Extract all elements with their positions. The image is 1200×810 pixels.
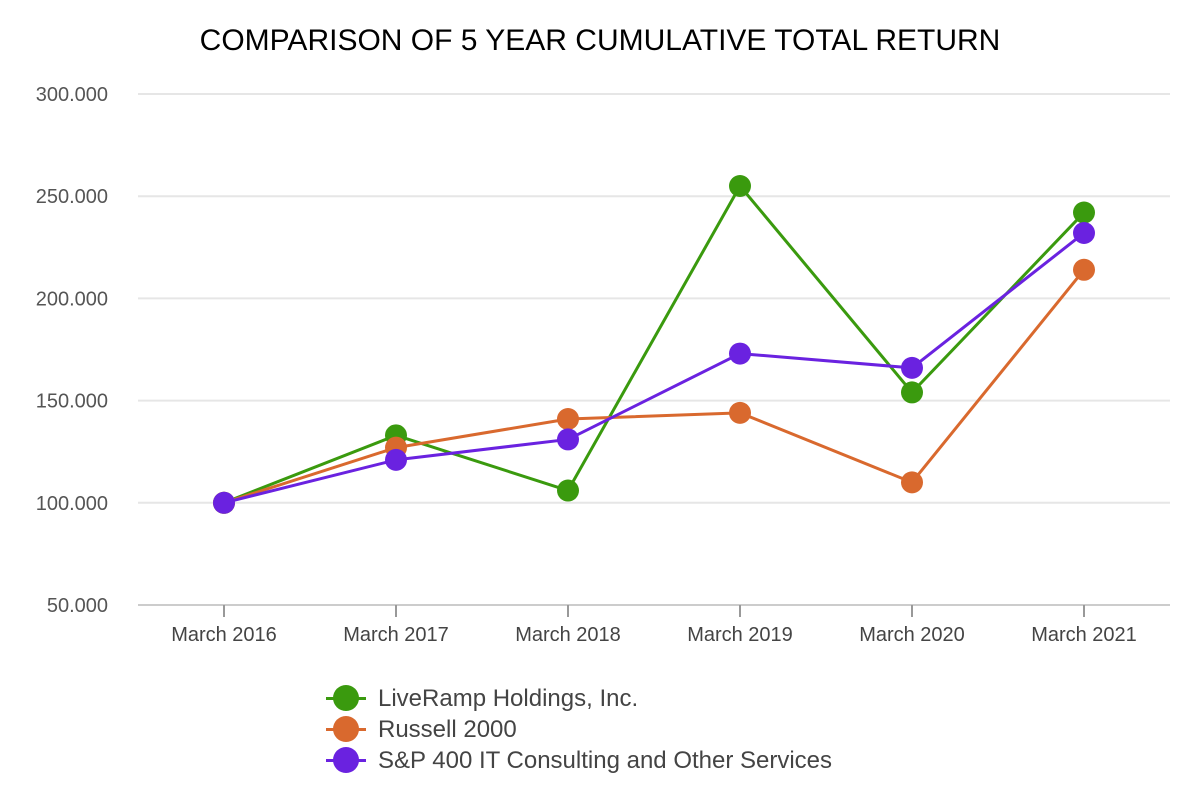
y-tick-label: 150.000	[36, 391, 108, 413]
x-tick-label: March 2018	[515, 624, 621, 646]
series-line	[223, 184, 1086, 505]
data-point	[557, 479, 579, 502]
y-tick-label: 100.000	[36, 493, 108, 515]
legend-swatch	[326, 714, 366, 745]
data-point	[901, 381, 923, 404]
data-point	[729, 174, 751, 197]
chart-title: COMPARISON OF 5 YEAR CUMULATIVE TOTAL RE…	[199, 24, 1001, 57]
data-point	[385, 448, 407, 471]
legend-item: LiveRamp Holdings, Inc.	[326, 683, 832, 714]
y-tick-label: 250.000	[36, 186, 108, 208]
x-tick-label: March 2019	[687, 624, 793, 646]
series-line	[223, 231, 1085, 505]
data-point	[1073, 201, 1095, 224]
x-tick-label: March 2017	[343, 624, 449, 646]
x-tick-label: March 2021	[1031, 624, 1137, 646]
y-tick-label: 200.000	[36, 288, 108, 310]
data-point	[1073, 258, 1095, 281]
series-line	[223, 268, 1086, 505]
series-2	[213, 258, 1095, 514]
data-point	[1073, 221, 1095, 244]
legend-item: S&P 400 IT Consulting and Other Services	[326, 745, 832, 776]
series-layer	[213, 174, 1095, 514]
series-3	[213, 221, 1095, 514]
axis-layer: 50.000 100.000 150.000 200.000 250.000 300.00…	[36, 84, 1137, 646]
x-tick-label: March 2016	[171, 624, 277, 646]
grid-layer	[138, 93, 1170, 606]
legend-label: LiveRamp Holdings, Inc.	[378, 684, 639, 712]
x-tick-label: March 2020	[859, 624, 965, 646]
data-point	[213, 491, 235, 514]
data-point	[729, 401, 751, 424]
y-tick-label: 300.000	[36, 84, 108, 106]
y-tick-label: 50.000	[47, 595, 108, 617]
data-point	[901, 471, 923, 494]
data-point	[557, 428, 579, 451]
data-point	[729, 342, 751, 365]
legend-swatch	[326, 745, 366, 776]
legend-label: Russell 2000	[378, 715, 517, 743]
legend-swatch	[326, 683, 366, 714]
legend-item: Russell 2000	[326, 714, 832, 745]
legend-label: S&P 400 IT Consulting and Other Services	[378, 746, 833, 774]
legend: LiveRamp Holdings, Inc. Russell 2000 S&P 4…	[326, 683, 832, 776]
data-point	[901, 356, 923, 379]
data-point	[557, 407, 579, 430]
